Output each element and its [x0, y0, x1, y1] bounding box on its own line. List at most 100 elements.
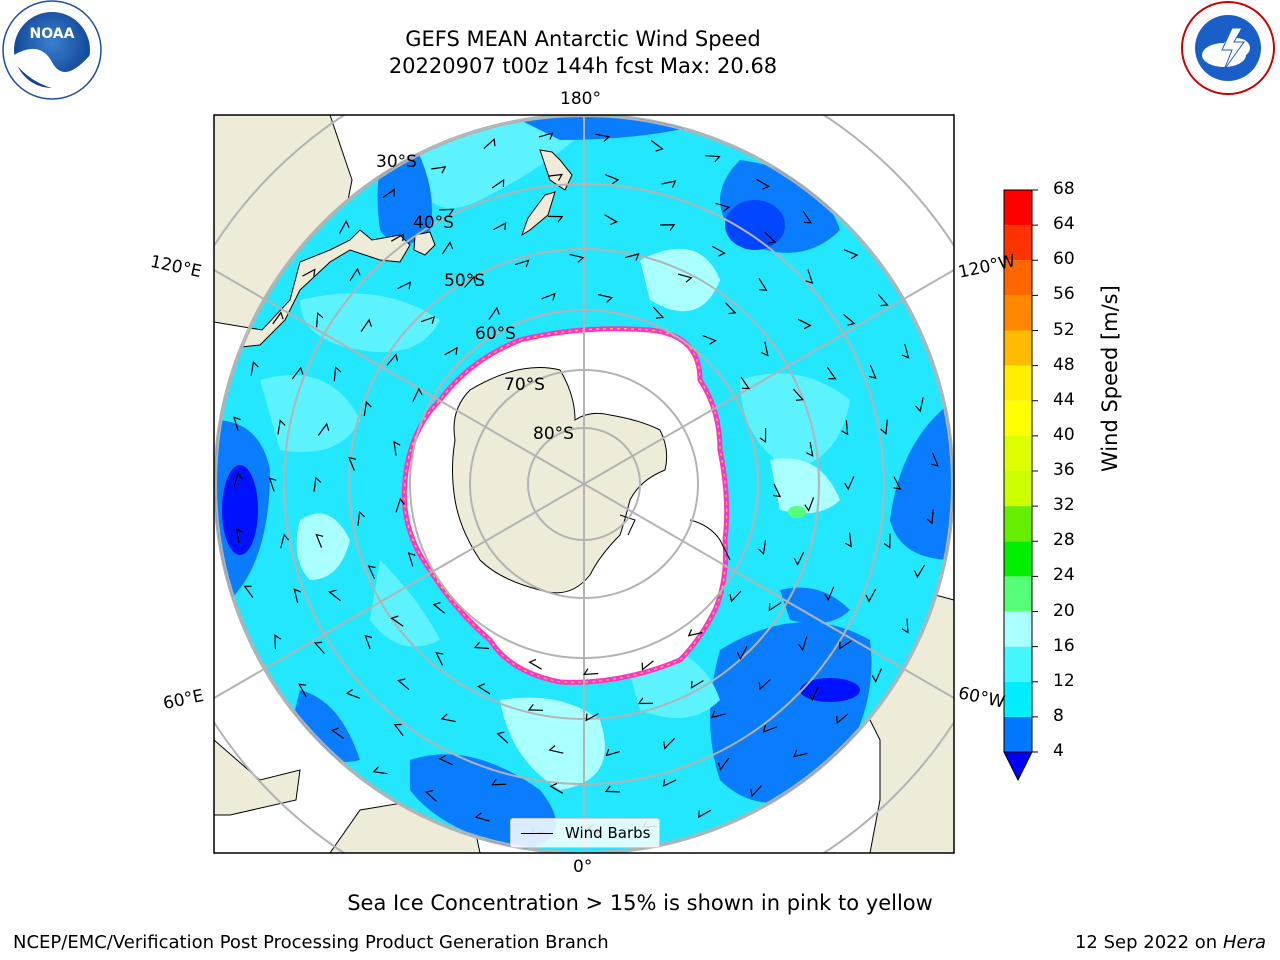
wind-barb: [347, 456, 357, 471]
wind-barb: [798, 636, 808, 652]
wind-barb: [687, 628, 703, 637]
wind-barb: [605, 748, 620, 757]
wind-barb: [804, 497, 815, 512]
colorbar-bin: [1004, 576, 1032, 612]
lat-label-40s: 40°S: [413, 213, 454, 233]
wind-barb: [367, 565, 376, 580]
wind-barb: [272, 311, 284, 325]
wind-barb: [604, 214, 619, 226]
lon-label-0: 0°: [573, 857, 593, 877]
wind-barb: [491, 778, 507, 786]
wind-barb: [274, 634, 282, 650]
wind-barb: [493, 222, 507, 231]
wind-barb: [280, 533, 290, 549]
colorbar-bin: [1004, 400, 1032, 436]
colorbar-tick-label: 24: [1053, 565, 1075, 586]
wind-barb: [797, 318, 812, 330]
lat-label-50s: 50°S: [444, 271, 485, 291]
colorbar-tick-label: 64: [1053, 214, 1075, 235]
wind-barb: [836, 713, 849, 725]
wind-barb: [243, 585, 254, 598]
wind-barb: [549, 782, 564, 794]
colorbar-bin: [1004, 435, 1032, 471]
wind-barb: [317, 422, 330, 436]
wind-barb: [438, 754, 453, 766]
wind-barb: [357, 510, 366, 526]
chart-title: GEFS MEAN Antarctic Wind Speed: [405, 27, 761, 51]
graticule: [214, 115, 954, 853]
wind-barb: [702, 334, 717, 345]
wind-barb: [843, 314, 856, 326]
wind-barb: [736, 646, 748, 661]
footer-host: Hera: [1222, 932, 1266, 953]
colorbar-tick-label: 68: [1053, 179, 1075, 199]
wind-barb: [652, 306, 665, 319]
lat-label-80s: 80°S: [533, 424, 574, 444]
wind-barb: [393, 440, 401, 456]
wind-barb: [740, 376, 751, 390]
wind-barb: [841, 420, 849, 436]
wind-barb: [758, 539, 767, 556]
wind-barb: [717, 757, 730, 771]
wind-barb: [440, 713, 456, 723]
wind-barb: [604, 174, 620, 185]
nws-logo: [1181, 1, 1275, 95]
wind-barb: [250, 360, 259, 376]
wind-barb: [637, 697, 653, 705]
wind-barb: [474, 812, 490, 822]
wind-barb: [690, 680, 704, 689]
wind-barb: [424, 790, 437, 802]
wind-barb: [756, 178, 771, 190]
colorbar-tick-label: 28: [1053, 530, 1075, 551]
colorbar-tick-label: 16: [1053, 635, 1075, 656]
wind-barb: [298, 683, 307, 697]
footer-credit: NCEP/EMC/Verification Post Processing Pr…: [13, 932, 609, 953]
wind-barb: [871, 668, 882, 683]
wind-barb: [386, 353, 399, 366]
wind-barb: [441, 240, 454, 255]
wind-barb: [491, 178, 505, 189]
colorbar-tick-label: 8: [1053, 705, 1064, 726]
wind-barb: [390, 233, 405, 242]
colorbar-bin: [1004, 646, 1032, 682]
wind-barb: [585, 713, 599, 722]
wind-barb: [514, 259, 530, 268]
noaa-logo: NOAA: [2, 0, 102, 100]
wind-barb: [595, 133, 611, 142]
lat-label-60s: 60°S: [475, 324, 516, 344]
wind-barb: [569, 253, 585, 263]
wind-barb: [363, 400, 372, 417]
wind-barb: [435, 652, 444, 666]
wind-barb: [793, 388, 805, 401]
wind-barb: [338, 219, 350, 234]
wind-barb: [333, 366, 342, 382]
wind-barb: [541, 292, 556, 301]
footer-date-text: 12 Sep 2022 on: [1074, 932, 1218, 953]
wind-barb: [802, 210, 813, 224]
wind-barb: [432, 602, 446, 614]
wind-barb: [880, 419, 888, 435]
colorbar-tick-label: 20: [1053, 600, 1075, 621]
wind-barb: [761, 341, 769, 357]
colorbar-tick-label: 12: [1053, 670, 1075, 691]
wind-barb: [930, 452, 939, 467]
wind-barb: [393, 723, 404, 737]
wind-barb: [712, 245, 726, 257]
colorbar: [1003, 189, 1038, 782]
wind-barb: [349, 267, 361, 282]
colorbar-bin: [1004, 681, 1032, 717]
colorbar-tick-label: 44: [1053, 389, 1075, 410]
wind-barb: [715, 202, 731, 212]
wind-barb: [914, 564, 926, 579]
wind-barb: [476, 683, 491, 695]
wind-barb: [548, 745, 564, 754]
wind-barb: [412, 387, 423, 402]
legend-label: Wind Barbs: [565, 824, 651, 842]
wind-barb: [302, 268, 316, 277]
wind-barb: [758, 679, 771, 691]
wind-barb: [483, 137, 496, 150]
wind-barb: [915, 397, 924, 413]
wind-barb: [624, 253, 640, 261]
wind-barb: [661, 180, 677, 188]
wind-barb: [660, 224, 676, 231]
